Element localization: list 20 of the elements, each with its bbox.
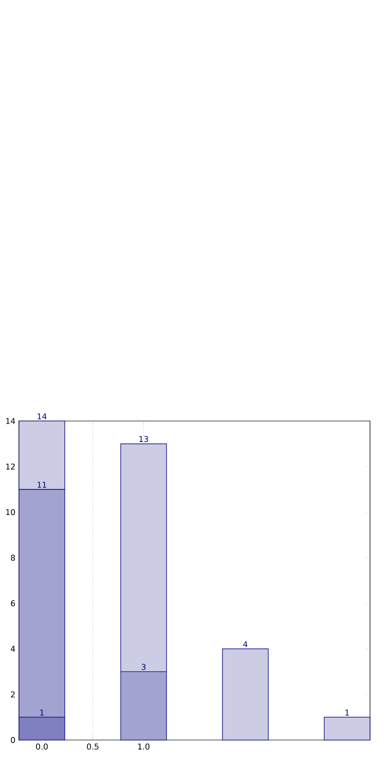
x-tick-label: 0.0 (36, 744, 48, 750)
y-tick-label: 4 (10, 646, 16, 652)
annotation: 1 (345, 710, 349, 716)
y-tick-label: 14 (6, 418, 16, 424)
bar (324, 716, 370, 740)
annotation: 11 (38, 482, 46, 488)
bar (222, 648, 269, 740)
annotation: 4 (243, 641, 248, 648)
y-tick-label: 6 (10, 600, 15, 606)
x-tick-label: 1.0 (138, 744, 150, 750)
y-tick-label: 8 (10, 554, 15, 561)
y-tick-label: 0 (10, 736, 15, 744)
y-tick-label: 10 (6, 509, 15, 516)
annotation: 13 (139, 436, 148, 442)
annotation: 3 (142, 664, 146, 670)
x-tick-label: 0.5 (86, 744, 98, 750)
y-tick-label: 12 (6, 464, 15, 470)
annotation: 1 (40, 710, 44, 716)
annotation: 14 (38, 413, 47, 420)
y-tick-label: 2 (10, 691, 15, 698)
